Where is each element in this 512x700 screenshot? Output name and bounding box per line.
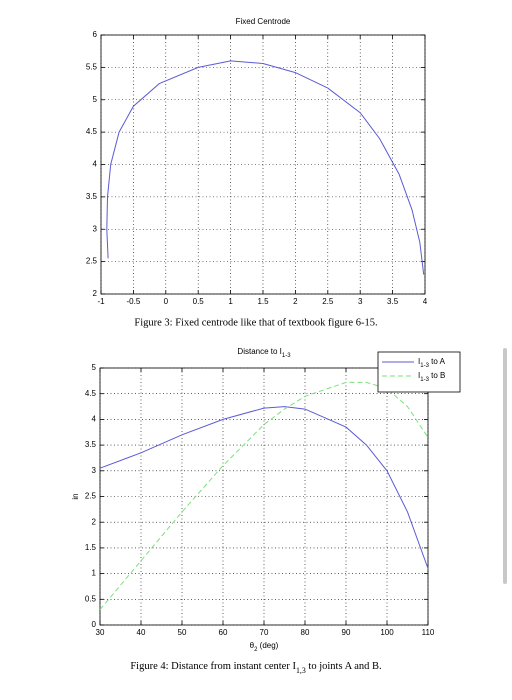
y-tick-label: 3 bbox=[92, 466, 97, 475]
legend-label: I1-3 to B bbox=[418, 371, 445, 382]
x-tick-label: 60 bbox=[219, 628, 228, 637]
plot-frame bbox=[100, 34, 426, 295]
plot-frame bbox=[99, 367, 429, 626]
y-tick-label: 1.5 bbox=[85, 543, 97, 552]
x-tick-label: 2 bbox=[293, 297, 298, 306]
x-tick-label: 1 bbox=[228, 297, 233, 306]
x-tick-label: 70 bbox=[260, 628, 269, 637]
chart-title: Fixed Centrode bbox=[236, 17, 291, 26]
figure-caption: Figure 4: Distance from instant center I… bbox=[130, 661, 381, 675]
y-tick-label: 4 bbox=[92, 415, 97, 424]
y-tick-label: 4.5 bbox=[85, 389, 97, 398]
y-tick-label: 2.5 bbox=[85, 492, 97, 501]
x-tick-label: 30 bbox=[96, 628, 105, 637]
y-tick-label: 5 bbox=[92, 363, 97, 372]
legend-label: I1-3 to A bbox=[418, 357, 446, 368]
scrollbar bbox=[503, 348, 507, 584]
x-tick-label: 90 bbox=[342, 628, 351, 637]
legend-box bbox=[377, 351, 461, 393]
y-tick-label: 5.5 bbox=[86, 62, 98, 71]
x-tick-label: 3.5 bbox=[387, 297, 399, 306]
y-tick-label: 2 bbox=[92, 517, 97, 526]
x-tick-label: 110 bbox=[422, 628, 435, 637]
y-tick-label: 3 bbox=[93, 224, 98, 233]
y-tick-label: 0.5 bbox=[85, 594, 97, 603]
x-tick-label: 2.5 bbox=[322, 297, 334, 306]
x-tick-label: 4 bbox=[423, 297, 428, 306]
x-axis-label: θ2 (deg) bbox=[250, 641, 279, 652]
x-tick-label: 3 bbox=[358, 297, 363, 306]
y-tick-label: 0 bbox=[92, 620, 97, 629]
y-tick-label: 3.5 bbox=[86, 192, 98, 201]
x-tick-label: 40 bbox=[137, 628, 146, 637]
data-line bbox=[106, 60, 425, 275]
x-tick-label: 80 bbox=[301, 628, 310, 637]
y-tick-label: 4.5 bbox=[86, 127, 98, 136]
x-tick-label: 50 bbox=[178, 628, 187, 637]
x-tick-label: -0.5 bbox=[127, 297, 141, 306]
figure-caption: Figure 3: Fixed centrode like that of te… bbox=[134, 317, 377, 328]
data-line bbox=[99, 381, 429, 610]
x-tick-label: -1 bbox=[97, 297, 105, 306]
y-tick-label: 2 bbox=[93, 289, 98, 298]
y-tick-label: 4 bbox=[93, 160, 98, 169]
y-tick-label: 6 bbox=[93, 30, 98, 39]
x-tick-label: 0 bbox=[164, 297, 169, 306]
y-tick-label: 1 bbox=[92, 569, 97, 578]
x-tick-label: 0.5 bbox=[193, 297, 205, 306]
x-tick-label: 100 bbox=[380, 628, 394, 637]
x-tick-label: 1.5 bbox=[257, 297, 269, 306]
y-axis-label: in bbox=[71, 493, 80, 499]
y-tick-label: 5 bbox=[93, 95, 98, 104]
chart-title: Distance to I1-3 bbox=[237, 347, 291, 358]
y-tick-label: 2.5 bbox=[86, 257, 98, 266]
y-tick-label: 3.5 bbox=[85, 440, 97, 449]
data-line bbox=[99, 406, 429, 569]
